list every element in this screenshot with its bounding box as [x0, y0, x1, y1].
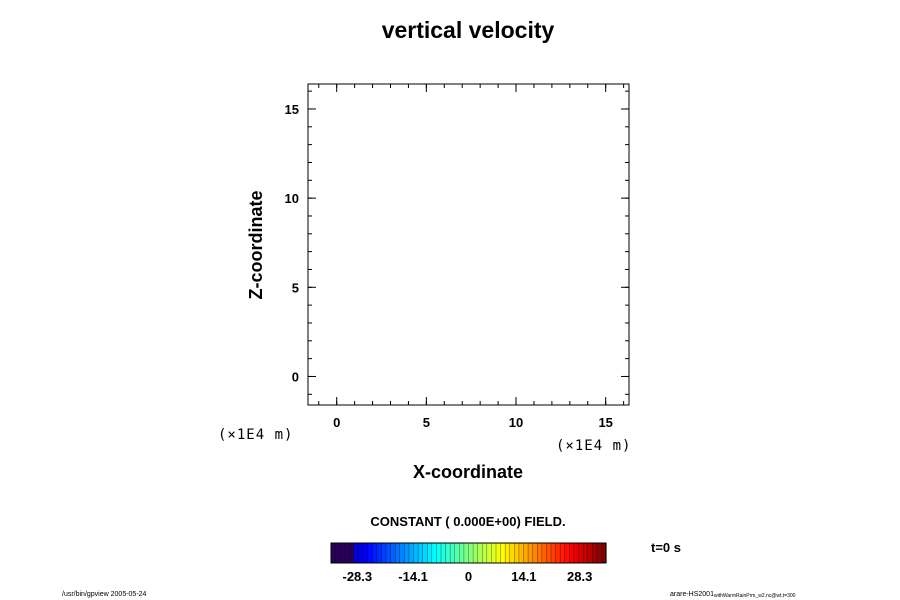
colorbar-segment: [422, 542, 428, 564]
colorbar-segment: [550, 542, 557, 564]
colorbar-segment: [555, 542, 561, 564]
colorbar-segment: [353, 542, 360, 564]
colorbar-segment: [335, 542, 341, 564]
colorbar-segment: [362, 542, 369, 564]
colorbar-segment: [564, 542, 570, 564]
colorbar-segment: [344, 542, 350, 564]
colorbar-segment: [495, 542, 502, 564]
colorbar-segment: [381, 542, 387, 564]
colorbar-segment: [592, 542, 598, 564]
colorbar-tick-label: 28.3: [567, 569, 592, 584]
footer-right: arare-HS2001withWarmRainPrm_w2.nc@wt,t=3…: [670, 591, 796, 599]
colorbar-segment: [463, 542, 470, 564]
colorbar-segment: [454, 542, 460, 564]
colorbar-frame: [330, 542, 607, 564]
footer-right-main: arare-HS2001: [670, 591, 714, 598]
colorbar-segment: [349, 542, 355, 564]
y-major-ticks: 0 5 10 15: [285, 102, 629, 384]
colorbar: [330, 542, 607, 564]
colorbar-segment: [532, 542, 538, 564]
colorbar-segment: [427, 542, 433, 564]
x-tick-label: 0: [333, 415, 340, 430]
colorbar-segment: [417, 542, 424, 564]
colorbar-segment: [486, 542, 493, 564]
y-tick-label: 15: [285, 102, 299, 117]
x-tick-label: 15: [598, 415, 612, 430]
colorbar-segment: [523, 542, 529, 564]
colorbar-segment: [390, 542, 396, 564]
colorbar-segment: [514, 542, 520, 564]
colorbar-tick-label: 14.1: [511, 569, 536, 584]
colorbar-tick-label: -14.1: [398, 569, 428, 584]
plot-area: [307, 83, 630, 406]
colorbar-segment: [445, 542, 451, 564]
colorbar-segment: [509, 542, 515, 564]
colorbar-segment: [358, 542, 364, 564]
y-axis-label: Z-coordinate: [246, 190, 266, 299]
colorbar-segment: [408, 542, 415, 564]
colorbar-segment: [394, 542, 401, 564]
colorbar-segment: [431, 542, 438, 564]
colorbar-segment: [587, 542, 593, 564]
colorbar-segment: [477, 542, 483, 564]
colorbar-segment: [413, 542, 419, 564]
colorbar-segment: [376, 542, 383, 564]
colorbar-segment: [482, 542, 488, 564]
x-tick-label: 5: [423, 415, 430, 430]
colorbar-segment: [537, 542, 543, 564]
y-axis-unit: (×1E4 m): [218, 427, 293, 443]
colorbar-segment: [472, 542, 479, 564]
x-axis-label: X-coordinate: [413, 462, 523, 482]
colorbar-segment: [541, 542, 548, 564]
x-major-ticks: 0 5 10 15: [333, 84, 613, 430]
colorbar-segment: [404, 542, 410, 564]
y-tick-label: 10: [285, 191, 299, 206]
colorbar-segment: [518, 542, 525, 564]
colorbar-segment: [468, 542, 474, 564]
colorbar-segment: [504, 542, 511, 564]
x-tick-label: 10: [509, 415, 523, 430]
colorbar-segment: [449, 542, 456, 564]
colorbar-segment: [339, 542, 346, 564]
chart-title: vertical velocity: [382, 17, 555, 43]
colorbar-segment: [440, 542, 447, 564]
colorbar-segment: [491, 542, 497, 564]
colorbar-segment: [459, 542, 465, 564]
colorbar-segment: [330, 542, 337, 564]
colorbar-segment: [559, 542, 566, 564]
colorbar-segment: [582, 542, 589, 564]
colorbar-tick-label: 0: [465, 569, 472, 584]
time-label: t=0 s: [651, 540, 681, 555]
y-tick-label: 0: [292, 369, 299, 384]
x-axis-unit: (×1E4 m): [556, 438, 631, 454]
colorbar-segment: [367, 542, 373, 564]
y-tick-label: 5: [292, 280, 299, 295]
colorbar-segment: [385, 542, 392, 564]
constant-field-message: CONSTANT ( 0.000E+00) FIELD.: [370, 514, 565, 529]
colorbar-segment: [527, 542, 534, 564]
colorbar-segment: [399, 542, 405, 564]
colorbar-tick-labels: -28.3 -14.1 0 14.1 28.3: [343, 569, 593, 584]
colorbar-segment: [596, 542, 603, 564]
colorbar-segment: [500, 542, 506, 564]
colorbar-segment: [372, 542, 378, 564]
colorbar-segment: [573, 542, 580, 564]
colorbar-segment: [578, 542, 584, 564]
footer-left: /usr/bin/gpview 2005-05-24: [62, 591, 147, 598]
colorbar-tick-label: -28.3: [343, 569, 373, 584]
footer-right-sub: withWarmRainPrm_w2.nc@wt,t=300: [714, 593, 796, 599]
colorbar-segment: [546, 542, 552, 564]
colorbar-segment: [569, 542, 575, 564]
colorbar-segment: [436, 542, 442, 564]
